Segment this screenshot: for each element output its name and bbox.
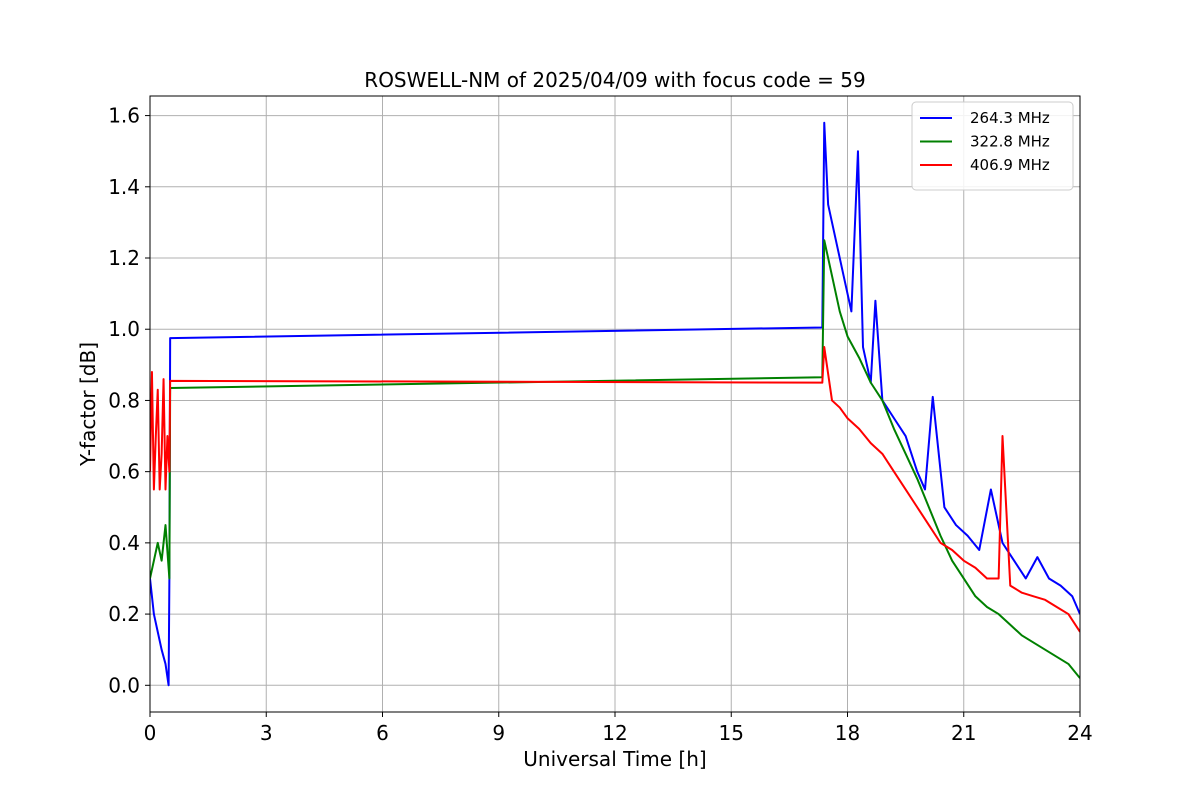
chart-title: ROSWELL-NM of 2025/04/09 with focus code… bbox=[364, 68, 865, 92]
legend: 264.3 MHz 322.8 MHz 406.9 MHz bbox=[911, 101, 1074, 191]
x-tick-label-2: 6 bbox=[376, 721, 389, 745]
x-tick-label-5: 15 bbox=[719, 721, 744, 745]
grid bbox=[149, 96, 1081, 712]
y-tick-label-2: 0.4 bbox=[108, 531, 140, 555]
y-tick-label-3: 0.6 bbox=[108, 460, 140, 484]
series-line-1 bbox=[150, 239, 1080, 679]
x-tick-label-4: 12 bbox=[602, 721, 627, 745]
legend-label-0: 264.3 MHz bbox=[970, 109, 1050, 127]
x-tick-label-3: 9 bbox=[492, 721, 505, 745]
x-tick-label-1: 3 bbox=[260, 721, 273, 745]
legend-label-2: 406.9 MHz bbox=[970, 156, 1050, 174]
legend-label-1: 322.8 MHz bbox=[970, 133, 1050, 151]
y-tick-label-6: 1.2 bbox=[108, 246, 140, 270]
x-axis-label: Universal Time [h] bbox=[523, 747, 706, 771]
y-tick-label-8: 1.6 bbox=[108, 104, 140, 128]
y-tick-label-1: 0.2 bbox=[108, 602, 140, 626]
axis-ticks: 0 3 6 9 12 15 18 21 24 0.0 0.2 0.4 0.6 0.8 1.0 1.2 1.4 1.… bbox=[108, 104, 1093, 745]
y-tick-label-0: 0.0 bbox=[108, 673, 140, 697]
x-tick-label-8: 24 bbox=[1067, 721, 1092, 745]
y-tick-label-5: 1.0 bbox=[108, 317, 140, 341]
series-line-2 bbox=[150, 346, 1080, 633]
x-tick-label-7: 21 bbox=[951, 721, 976, 745]
series-layer bbox=[150, 121, 1080, 687]
y-tick-label-4: 0.8 bbox=[108, 388, 140, 412]
x-tick-label-6: 18 bbox=[835, 721, 860, 745]
y-axis-label: Y-factor [dB] bbox=[76, 342, 100, 467]
x-tick-label-0: 0 bbox=[144, 721, 157, 745]
y-tick-label-7: 1.4 bbox=[108, 175, 140, 199]
legend-box bbox=[911, 101, 1074, 191]
